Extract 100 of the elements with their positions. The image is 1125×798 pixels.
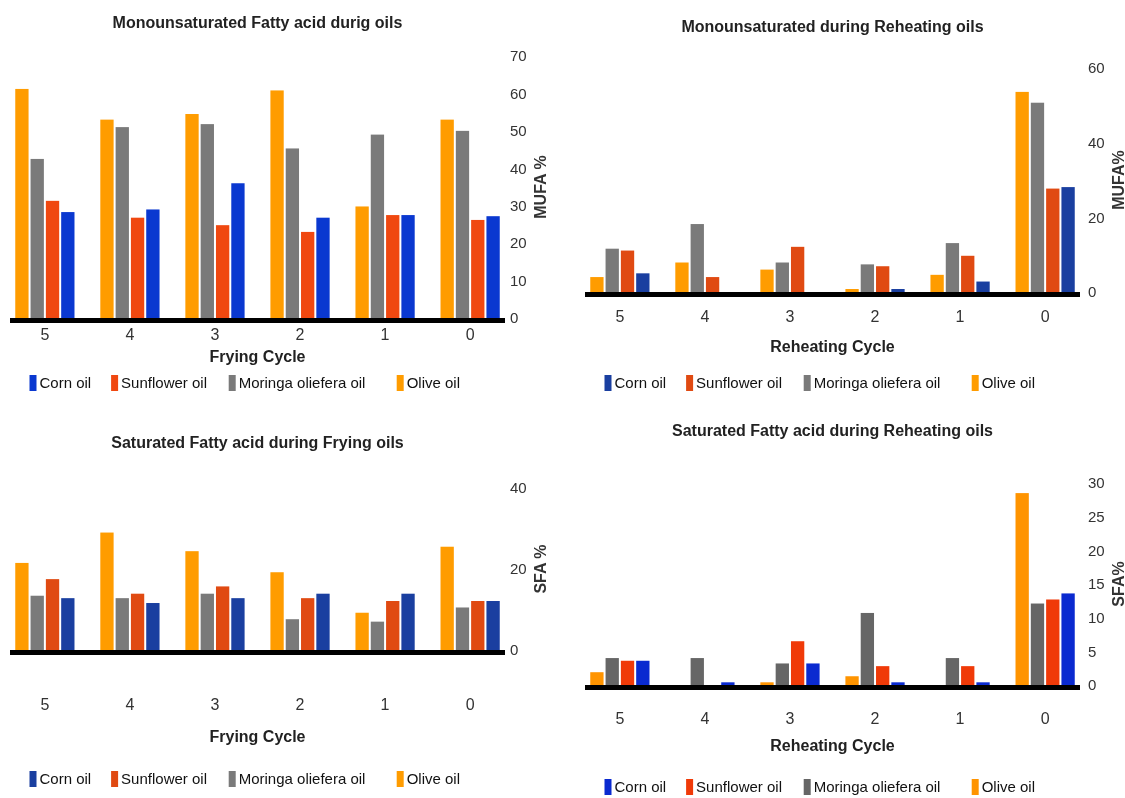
- y-tick-label: 60: [1088, 59, 1105, 77]
- x-tick-label: 0: [465, 696, 475, 713]
- bar: [620, 250, 635, 292]
- bar: [45, 200, 60, 318]
- bar: [590, 672, 604, 685]
- bar: [270, 90, 284, 318]
- bar: [775, 262, 789, 292]
- bar: [961, 666, 975, 685]
- bar: [876, 266, 890, 292]
- y-tick-label: 20: [510, 560, 527, 578]
- y-axis-title: SFA %: [532, 544, 549, 594]
- x-tick-label: 5: [40, 696, 50, 713]
- bar: [1061, 187, 1075, 292]
- x-tick-label: 0: [1040, 308, 1050, 325]
- y-tick-label: 20: [1088, 208, 1105, 226]
- x-axis-title: Frying Cycle: [209, 348, 306, 365]
- legend-label: Corn oil: [39, 770, 92, 787]
- x-tick-label: 0: [465, 326, 475, 343]
- bar: [721, 682, 735, 685]
- bar: [891, 682, 905, 685]
- x-tick-label: 4: [700, 710, 710, 727]
- chart-title: Monounsaturated Fatty acid durig oils: [112, 14, 403, 31]
- bar: [775, 663, 789, 685]
- bar: [636, 273, 650, 292]
- bar: [1046, 188, 1060, 292]
- legend-label: Sunflower oil: [121, 374, 207, 391]
- bar: [1015, 493, 1029, 685]
- y-axis-title: MUFA %: [532, 155, 549, 219]
- bar: [806, 663, 820, 685]
- bar: [486, 601, 500, 650]
- bar: [845, 289, 859, 292]
- bar: [876, 666, 890, 685]
- bar: [200, 593, 214, 650]
- bar: [316, 593, 330, 650]
- bar: [976, 281, 990, 292]
- bar: [30, 595, 44, 650]
- legend-label: Olive oil: [406, 374, 461, 391]
- bar: [1030, 603, 1045, 685]
- y-tick-label: 0: [1088, 676, 1097, 694]
- bar: [471, 219, 485, 318]
- bar: [45, 579, 60, 650]
- bar: [790, 641, 805, 685]
- bar: [185, 551, 199, 650]
- y-tick-label: 25: [1088, 507, 1105, 525]
- bar: [200, 124, 214, 318]
- bar: [386, 601, 400, 650]
- bar: [1015, 91, 1029, 292]
- bar: [401, 593, 415, 650]
- bar: [130, 217, 145, 318]
- bar: [455, 130, 470, 318]
- bar: [590, 277, 604, 292]
- bar: [355, 612, 369, 650]
- bar: [100, 119, 114, 318]
- bar: [690, 224, 704, 292]
- bar: [185, 114, 199, 318]
- bar: [976, 682, 990, 685]
- x-tick-label: 4: [125, 326, 135, 343]
- legend-label: Corn oil: [614, 374, 667, 391]
- legend-label: Moringa oliefera oil: [813, 374, 941, 391]
- y-axis-title: SFA%: [1110, 561, 1125, 607]
- bar: [146, 209, 160, 318]
- bar: [215, 586, 230, 650]
- bar: [675, 262, 689, 292]
- legend-label: Olive oil: [981, 778, 1036, 795]
- chart-title: Saturated Fatty acid during Reheating oils: [672, 422, 994, 439]
- bar: [1030, 102, 1045, 292]
- bar: [285, 148, 300, 318]
- bar: [231, 598, 245, 650]
- bar: [945, 658, 960, 685]
- bar: [215, 225, 230, 318]
- bar: [386, 215, 400, 318]
- legend-label: Corn oil: [39, 374, 92, 391]
- bar: [790, 246, 805, 292]
- y-axis-title: MUFA%: [1110, 150, 1125, 210]
- x-tick-label: 3: [785, 710, 795, 727]
- y-tick-label: 70: [510, 47, 527, 65]
- x-axis-title: Reheating Cycle: [770, 737, 895, 754]
- bar: [705, 277, 720, 292]
- y-tick-label: 10: [510, 271, 527, 289]
- bar: [355, 206, 369, 318]
- bar: [440, 119, 454, 318]
- bar: [115, 598, 129, 650]
- x-tick-label: 3: [210, 326, 220, 343]
- legend-label: Corn oil: [614, 778, 667, 795]
- x-tick-label: 1: [380, 696, 390, 713]
- x-tick-label: 5: [615, 308, 625, 325]
- legend-label: Moringa oliefera oil: [813, 778, 941, 795]
- bar: [455, 607, 470, 650]
- x-tick-label: 0: [1040, 710, 1050, 727]
- chart-title: Monounsaturated during Reheating oils: [681, 18, 984, 35]
- bar: [605, 658, 619, 685]
- bar: [605, 248, 619, 292]
- x-axis-title: Reheating Cycle: [770, 338, 895, 355]
- y-tick-label: 5: [1088, 642, 1097, 660]
- bar: [15, 88, 29, 318]
- bar: [30, 158, 44, 318]
- legend-label: Olive oil: [406, 770, 461, 787]
- legend-label: Olive oil: [981, 374, 1036, 391]
- y-tick-label: 20: [510, 234, 527, 252]
- bar: [440, 546, 454, 650]
